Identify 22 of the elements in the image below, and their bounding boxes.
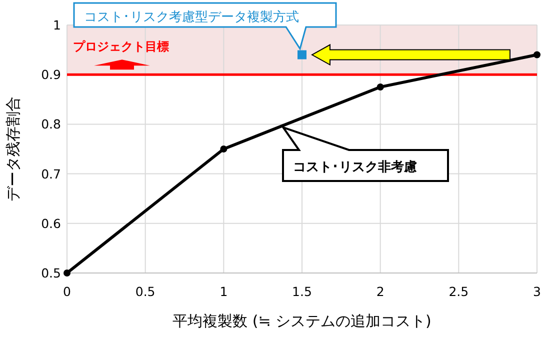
x-tick-label: 1.5	[292, 284, 312, 299]
series-label: コスト･リスク考慮型データ複製方式	[84, 9, 299, 25]
point	[220, 146, 228, 152]
y-axis-title: データ残存割合	[4, 96, 22, 202]
x-tick-label: 0	[63, 284, 72, 299]
y-tick-label: 0.8	[41, 116, 62, 132]
x-tick-label: 3	[533, 284, 541, 299]
point	[534, 51, 540, 58]
ref-line-label: プロジェクト目標	[73, 40, 169, 54]
x-tick-label: 0.5	[135, 284, 156, 299]
y-tick-label: 0.7	[41, 166, 61, 182]
point	[64, 270, 70, 276]
point	[376, 84, 384, 90]
x-tick-label: 2.5	[448, 284, 469, 299]
x-tick-label: 2	[376, 284, 384, 299]
y-tick-label: 0.9	[41, 67, 62, 82]
y-tick-label: 1	[53, 18, 61, 32]
x-tick-label: 1	[220, 284, 228, 299]
y-tick-label: 0.6	[41, 216, 62, 231]
text: コスト･リスク非考慮	[293, 160, 417, 175]
x-axis-title: 平均複製数 (≒ システムの追加コスト)	[172, 312, 432, 330]
y-tick-label: 0.5	[41, 266, 61, 280]
